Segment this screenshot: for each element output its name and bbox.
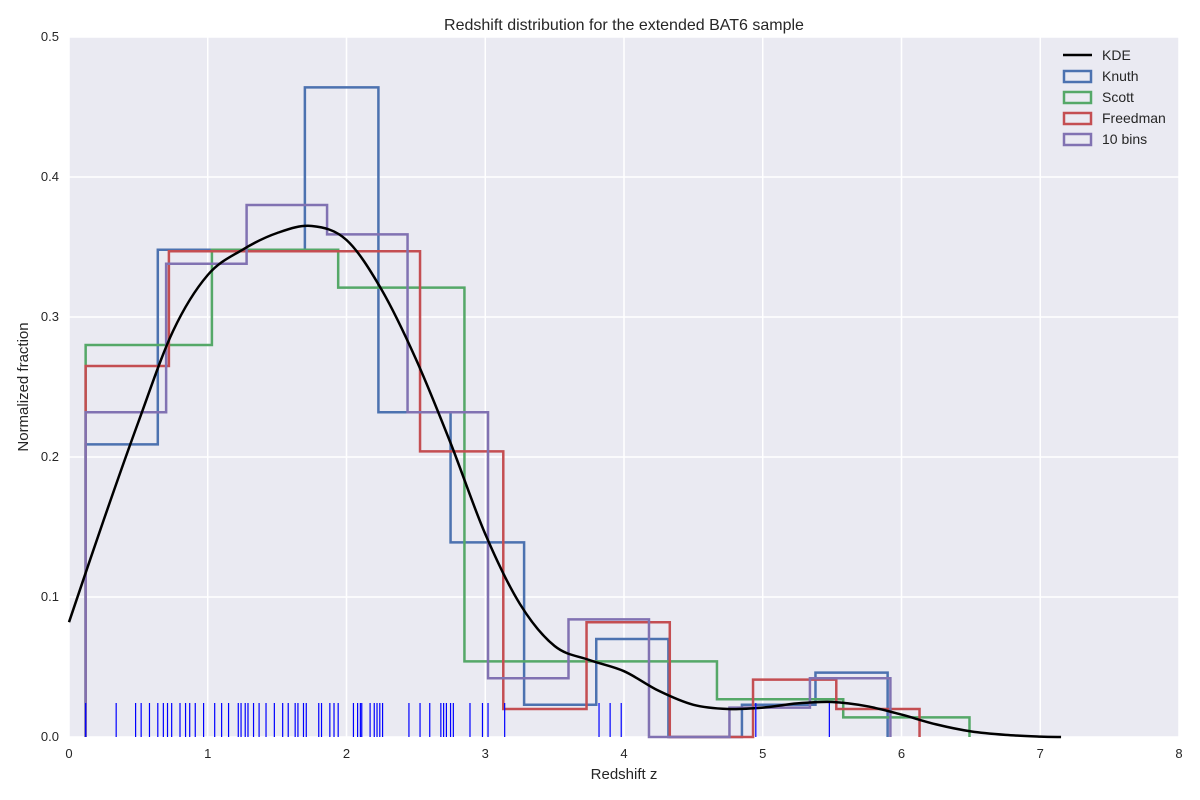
y-tick-label: 0.2 [41,449,59,464]
chart-title: Redshift distribution for the extended B… [444,17,804,34]
y-axis-label: Normalized fraction [15,322,32,451]
legend-freedman-swatch [1062,111,1093,126]
y-tick-label: 0.3 [41,309,59,324]
y-tick-label: 0.4 [41,169,59,184]
histogram-scott [84,248,971,737]
x-tick-label: 4 [620,746,627,761]
x-tick-label: 6 [898,746,905,761]
histogram-freedman [84,249,921,739]
x-tick-label: 1 [204,746,211,761]
legend-scott-label: Scott [1102,89,1134,105]
legend-10bins-swatch [1062,132,1093,147]
rug-plot [85,703,830,737]
y-tick-label: 0.1 [41,589,59,604]
y-tick-label: 0.5 [41,29,59,44]
histogram-step-line [84,248,971,737]
x-tick-label: 8 [1175,746,1182,761]
x-tick-label: 3 [482,746,489,761]
legend-knuth-swatch [1062,69,1093,84]
y-tick-label: 0.0 [41,729,59,744]
kde-line [67,224,1062,739]
y-axis-ticks: 0.0 0.1 0.2 0.3 0.4 0.5 [41,29,59,744]
legend-kde-label: KDE [1102,47,1131,63]
grid-lines [68,36,1180,738]
x-tick-label: 0 [65,746,72,761]
legend: KDE Knuth Scott Freedman 10 bins [1062,47,1166,147]
legend-scott-swatch [1062,90,1093,105]
legend-knuth-label: Knuth [1102,68,1139,84]
x-tick-label: 2 [343,746,350,761]
x-axis-ticks: 0 1 2 3 4 5 6 7 8 [65,746,1182,761]
x-tick-label: 5 [759,746,766,761]
legend-10bins-label: 10 bins [1102,131,1147,147]
x-tick-label: 7 [1037,746,1044,761]
kde-curve [67,224,1062,739]
histogram-step-line [84,249,921,739]
x-axis-label: Redshift z [591,766,658,783]
legend-freedman-label: Freedman [1102,110,1166,126]
